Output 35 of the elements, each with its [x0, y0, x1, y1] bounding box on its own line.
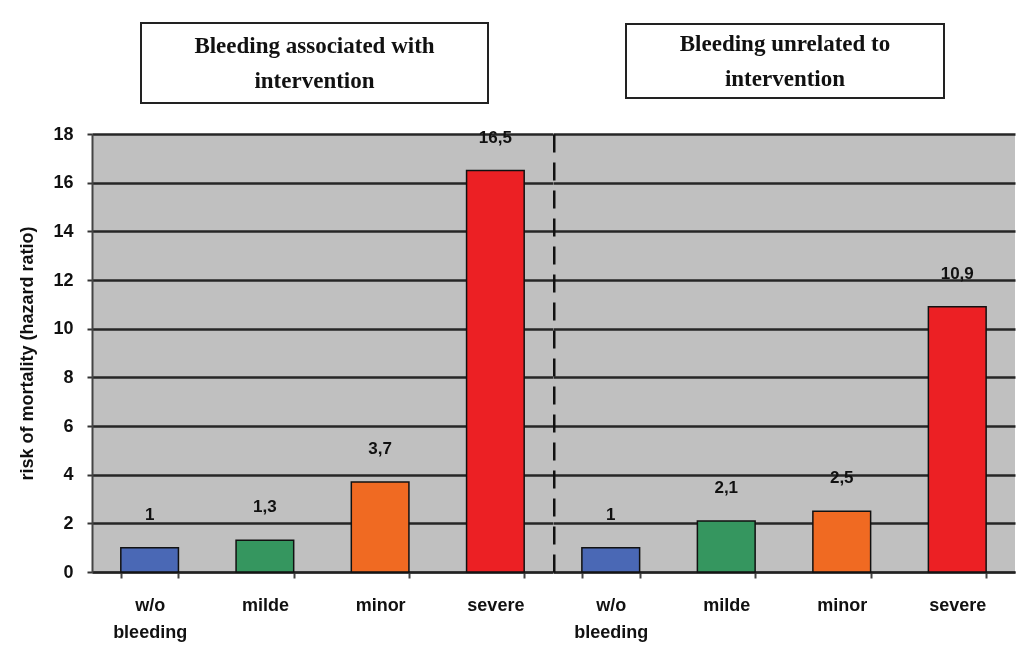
data-label: 1 [144, 504, 155, 524]
data-label: 1 [606, 504, 616, 524]
x-tick-label: severe [929, 594, 987, 615]
bar [696, 520, 756, 573]
data-label: 2,1 [714, 477, 739, 497]
y-axis-title: risk of mortality (hazard ratio) [17, 226, 38, 481]
bar [350, 481, 410, 573]
x-tick-label: milde [241, 594, 289, 615]
data-label: 10,9 [940, 263, 974, 283]
bar [581, 546, 641, 573]
y-tick-label: 18 [53, 123, 74, 144]
y-tick-label: 2 [63, 512, 74, 533]
bar [120, 546, 180, 573]
y-tick-label: 16 [53, 172, 74, 193]
x-tick-label: severe [467, 594, 525, 615]
y-tick-label: 10 [53, 318, 74, 339]
y-tick-label: 0 [63, 561, 74, 582]
chart-title: Bleeding unrelated to intervention [627, 26, 943, 96]
bar [927, 306, 987, 573]
y-tick-label: 8 [63, 366, 74, 387]
x-tick-label: w/o bleeding [574, 594, 649, 642]
x-tick-label: w/o bleeding [113, 594, 188, 642]
x-tick-label: milde [703, 594, 751, 615]
x-tick-label: minor [817, 594, 868, 615]
y-tick-label: 4 [63, 464, 74, 485]
data-label: 1,3 [253, 497, 277, 517]
x-tick-label: minor [355, 594, 406, 615]
bar [812, 510, 872, 573]
y-tick-label: 12 [53, 269, 74, 290]
y-tick-label: 14 [53, 220, 74, 241]
y-tick-label: 6 [63, 415, 74, 436]
data-label: 3,7 [368, 438, 392, 458]
bar [465, 169, 525, 573]
chart-title: Bleeding associated with intervention [193, 32, 436, 95]
bar [235, 539, 295, 573]
